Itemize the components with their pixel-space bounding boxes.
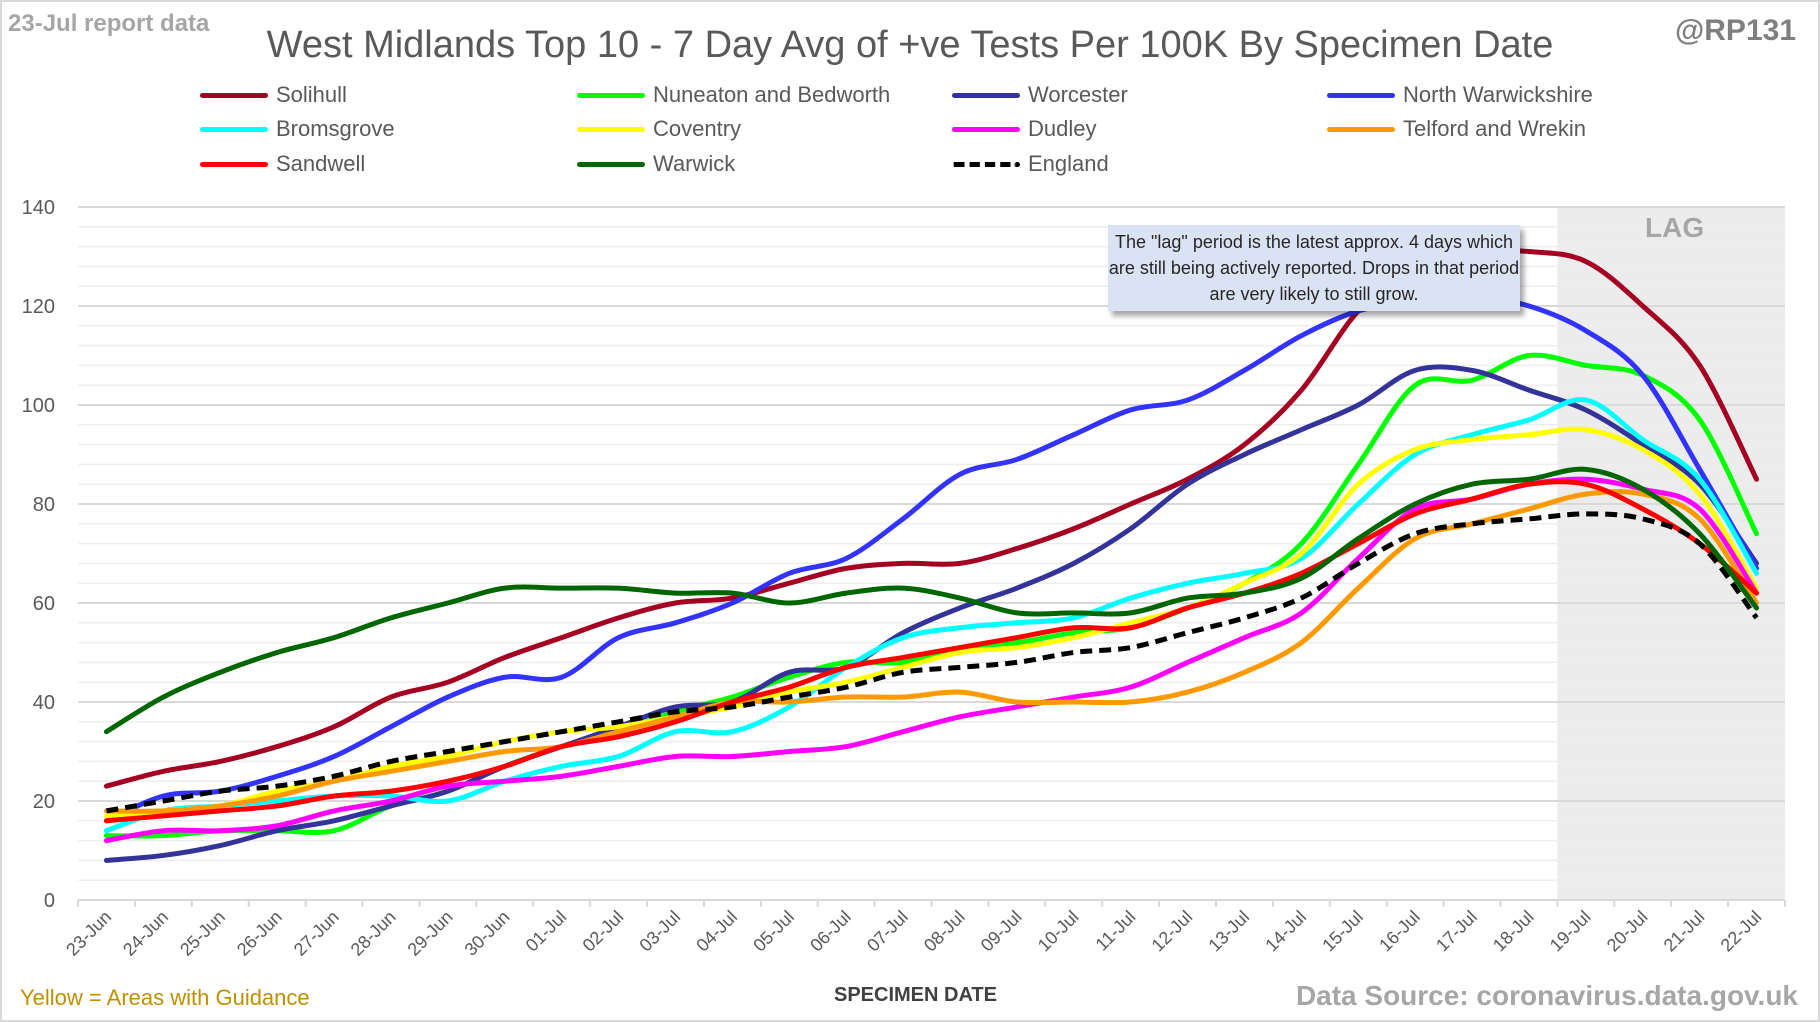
x-tick-label: 27-Jun (290, 907, 343, 960)
x-tick-label: 25-Jun (176, 907, 229, 960)
legend-item-worcester: Worcester (952, 80, 1128, 110)
series-line-england (106, 511, 1759, 814)
legend-swatch (200, 161, 268, 167)
legend-swatch (952, 92, 1020, 98)
series-line-sandwell (103, 479, 1760, 824)
x-tick-label: 04-Jul (692, 907, 741, 956)
series-line-telford-and-wrekin (103, 489, 1760, 814)
legend-item-telford-and-wrekin: Telford and Wrekin (1327, 114, 1586, 144)
legend-label: Telford and Wrekin (1403, 116, 1587, 141)
x-tick-label: 20-Jul (1603, 907, 1652, 956)
y-tick-label: 0 (44, 890, 55, 912)
x-tick-label: 10-Jul (1034, 907, 1083, 956)
x-tick-label: 07-Jul (863, 907, 912, 956)
author-handle: @RP131 (1675, 14, 1796, 47)
x-tick-label: 22-Jul (1717, 907, 1766, 956)
legend-label: North Warwickshire (1403, 82, 1593, 107)
report-date-label: 23-Jul report data (8, 10, 210, 37)
x-tick-label: 26-Jun (233, 907, 286, 960)
x-tick-label: 03-Jul (635, 907, 684, 956)
x-tick-label: 23-Jun (62, 907, 115, 960)
legend-label: Sandwell (276, 151, 366, 176)
y-tick-label: 80 (33, 494, 55, 516)
data-source: Data Source: coronavirus.data.gov.uk (1295, 980, 1798, 1011)
legend-swatch (952, 161, 1020, 167)
x-tick-label: 08-Jul (920, 907, 969, 956)
legend-swatch (1327, 126, 1395, 132)
series-line-coventry (103, 426, 1760, 819)
gridlines (78, 206, 1785, 901)
x-tick-label: 02-Jul (579, 907, 628, 956)
y-tick-label: 100 (22, 395, 55, 417)
series-line-solihull (103, 247, 1760, 789)
legend-item-bromsgrove: Bromsgrove (200, 114, 395, 144)
x-tick-label: 05-Jul (749, 907, 798, 956)
legend-swatch (200, 92, 268, 98)
series-line-warwick (103, 466, 1760, 735)
x-tick-label: 18-Jul (1489, 907, 1538, 956)
x-axis-title: SPECIMEN DATE (834, 984, 997, 1006)
legend-label: Dudley (1028, 116, 1097, 141)
chart-title: West Midlands Top 10 - 7 Day Avg of +ve … (266, 24, 1554, 66)
legend-label: Bromsgrove (276, 116, 395, 141)
guidance-note: Yellow = Areas with Guidance (20, 985, 310, 1010)
lag-annotation: The "lag" period is the latest approx. 4… (1108, 225, 1520, 311)
legend-item-england: England (952, 149, 1109, 179)
legend-item-coventry: Coventry (577, 114, 741, 144)
lag-label: LAG (1645, 212, 1705, 243)
legend-item-warwick: Warwick (577, 149, 735, 179)
y-tick-label: 140 (22, 197, 55, 219)
legend-item-nuneaton-and-bedworth: Nuneaton and Bedworth (577, 80, 890, 110)
y-tick-label: 40 (33, 692, 55, 714)
legend-swatch (1327, 92, 1395, 98)
legend-swatch (577, 161, 645, 167)
legend-item-solihull: Solihull (200, 80, 347, 110)
x-tick-label: 28-Jun (347, 907, 400, 960)
x-tick-label: 14-Jul (1261, 907, 1310, 956)
legend-label: Nuneaton and Bedworth (653, 82, 891, 107)
legend-label: Coventry (653, 116, 742, 141)
x-tick-label: 15-Jul (1318, 907, 1367, 956)
x-tick-label: 06-Jul (806, 907, 855, 956)
legend-swatch (952, 126, 1020, 132)
axes: 0 20 40 60 80 100 120 140 23-Jun 24-Jun 25-Jun 26-J… (22, 197, 1786, 960)
x-tick-label: 01-Jul (522, 907, 571, 956)
series-lines (103, 247, 1760, 863)
legend-swatch (577, 92, 645, 98)
x-tick-label: 12-Jul (1148, 907, 1197, 956)
x-tick-label: 19-Jul (1546, 907, 1595, 956)
legend-swatch (200, 126, 268, 132)
legend-label: England (1028, 151, 1109, 176)
x-tick-label: 16-Jul (1375, 907, 1424, 956)
legend-label: Solihull (276, 82, 347, 107)
x-tick-label: 13-Jul (1204, 907, 1253, 956)
series-line-bromsgrove (103, 397, 1760, 834)
x-tick-label: 29-Jun (404, 907, 457, 960)
legend-swatch (577, 126, 645, 132)
legend-label: Warwick (653, 151, 736, 176)
series-line-worcester (103, 364, 1760, 863)
x-tick-label: 30-Jun (461, 907, 514, 960)
y-tick-label: 120 (22, 296, 55, 318)
y-tick-label: 20 (33, 791, 55, 813)
legend-item-sandwell: Sandwell (200, 149, 365, 179)
x-tick-label: 11-Jul (1092, 907, 1140, 955)
x-tick-label: 24-Jun (119, 907, 172, 960)
x-tick-label: 17-Jul (1432, 907, 1481, 956)
x-tick-label: 21-Jul (1660, 907, 1709, 956)
legend-item-north-warwickshire: North Warwickshire (1327, 80, 1593, 110)
legend-item-dudley: Dudley (952, 114, 1096, 144)
legend-label: Worcester (1028, 82, 1128, 107)
x-tick-label: 09-Jul (977, 907, 1026, 956)
y-tick-label: 60 (33, 593, 55, 615)
